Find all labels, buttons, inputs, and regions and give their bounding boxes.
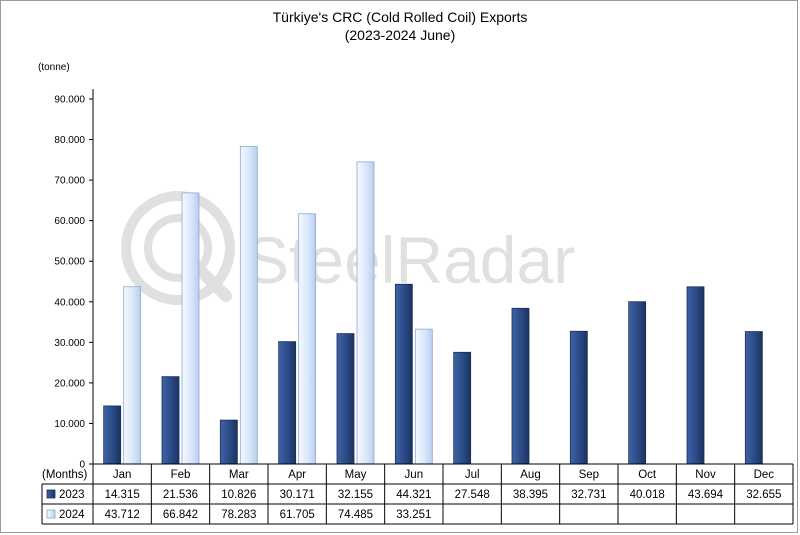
x-tick-label: Feb bbox=[171, 469, 191, 481]
bar-2023-apr bbox=[278, 341, 297, 465]
data-label-2023: 32.155 bbox=[338, 489, 373, 501]
bar-2023-aug bbox=[511, 307, 530, 465]
data-label-2024: 74.485 bbox=[338, 509, 373, 521]
x-tick-label: Jun bbox=[405, 469, 424, 481]
y-tick-label: 60.000 bbox=[54, 216, 85, 227]
bar-2023-jun bbox=[394, 283, 413, 465]
data-label-2023: 32.731 bbox=[571, 489, 606, 501]
x-tick-label: Aug bbox=[520, 469, 540, 481]
data-label-2023: 14.315 bbox=[105, 489, 140, 501]
bar-2024-feb bbox=[181, 192, 200, 465]
bar-2023-may bbox=[336, 333, 355, 465]
y-tick-label: 40.000 bbox=[54, 297, 85, 308]
data-label-2023: 43.694 bbox=[688, 489, 724, 501]
y-tick-label: 90.000 bbox=[54, 95, 85, 106]
bar-2023-mar bbox=[219, 419, 238, 465]
bar-2023-feb bbox=[161, 376, 180, 465]
y-axis: 0 10.000 20.000 30.000 40.000 50.000 60.000 70.… bbox=[54, 89, 94, 471]
legend-label-2023: 2023 bbox=[59, 489, 85, 501]
data-label-2023: 44.321 bbox=[396, 489, 431, 501]
y-tick-label: 30.000 bbox=[54, 338, 85, 349]
data-label-2024: 33.251 bbox=[396, 509, 431, 521]
x-axis-label: (Months) bbox=[42, 469, 88, 481]
data-table: (Months) Jan Feb Mar Apr May Jun Jul Aug Sep Oct No… bbox=[41, 464, 794, 525]
bars-group bbox=[93, 146, 793, 465]
data-label-2023: 30.171 bbox=[280, 489, 315, 501]
legend-swatch-2024 bbox=[46, 509, 56, 519]
legend-label-2024: 2024 bbox=[59, 509, 85, 521]
y-tick-label: 70.000 bbox=[54, 176, 85, 187]
data-label-2023: 38.395 bbox=[513, 489, 548, 501]
x-tick-label: May bbox=[345, 469, 367, 481]
legend-swatch-2023 bbox=[46, 489, 56, 499]
x-tick-label: Jul bbox=[465, 469, 480, 481]
data-label-2024: 66.842 bbox=[163, 509, 198, 521]
bar-2024-jan bbox=[123, 286, 142, 465]
chart-subtitle: (2023-2024 June) bbox=[344, 27, 456, 43]
x-tick-label: Apr bbox=[288, 469, 306, 481]
data-label-2024: 78.283 bbox=[221, 509, 256, 521]
bar-2023-dec bbox=[744, 331, 763, 465]
x-tick-label: Dec bbox=[754, 469, 775, 481]
data-label-2024: 61.705 bbox=[280, 509, 315, 521]
bar-2023-oct bbox=[628, 301, 647, 465]
bar-2024-jun bbox=[414, 328, 433, 465]
x-tick-label: Mar bbox=[229, 469, 249, 481]
data-label-2023: 40.018 bbox=[630, 489, 665, 501]
data-label-2023: 10.826 bbox=[221, 489, 256, 501]
chart-title-block: Türkiye's CRC (Cold Rolled Coil) Exports… bbox=[0, 8, 800, 44]
y-axis-label: (tonne) bbox=[38, 62, 70, 73]
x-tick-label: Nov bbox=[695, 469, 716, 481]
data-label-2024: 43.712 bbox=[105, 509, 140, 521]
y-tick-label: 50.000 bbox=[54, 257, 85, 268]
bar-2024-mar bbox=[239, 146, 258, 465]
bar-2023-jan bbox=[103, 405, 122, 465]
y-tick-label: 80.000 bbox=[54, 135, 85, 146]
watermark-ring-outer bbox=[121, 191, 235, 305]
watermark-ring-inner bbox=[144, 214, 212, 282]
bar-2024-may bbox=[356, 161, 375, 465]
y-tick-label: 10.000 bbox=[54, 419, 85, 430]
data-label-2023: 27.548 bbox=[455, 489, 490, 501]
chart-title: Türkiye's CRC (Cold Rolled Coil) Exports bbox=[272, 9, 528, 25]
y-tick-label: 0 bbox=[79, 460, 85, 471]
x-tick-label: Sep bbox=[579, 469, 599, 481]
data-label-2023: 21.536 bbox=[163, 489, 198, 501]
data-label-2023: 32.655 bbox=[746, 489, 781, 501]
x-tick-label: Jan bbox=[113, 469, 132, 481]
y-tick-label: 20.000 bbox=[54, 378, 85, 389]
bar-2024-apr bbox=[298, 213, 317, 465]
bar-2023-jul bbox=[453, 351, 472, 465]
bar-2023-sep bbox=[569, 330, 588, 465]
bar-2023-nov bbox=[686, 286, 705, 465]
x-tick-label: Oct bbox=[638, 469, 657, 481]
